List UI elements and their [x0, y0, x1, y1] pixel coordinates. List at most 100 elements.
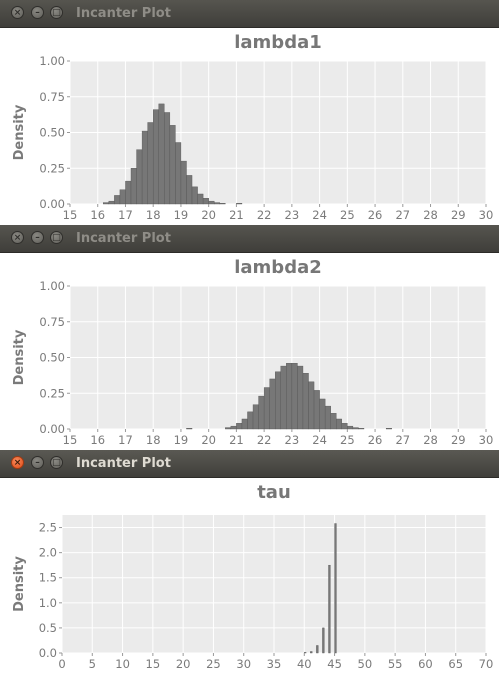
histogram-bar — [186, 428, 193, 430]
histogram-bar — [319, 398, 326, 430]
x-tick-label: 29 — [451, 208, 466, 222]
y-tick-label: 1.0 — [39, 596, 57, 610]
x-tick-label: 23 — [285, 433, 300, 447]
histogram-bar — [324, 405, 331, 430]
histogram-bar — [125, 180, 132, 205]
histogram-bar — [225, 427, 232, 430]
chart-title: lambda2 — [234, 257, 322, 278]
histogram-bar — [202, 198, 209, 205]
x-tick-label: 28 — [423, 433, 438, 447]
x-tick-label: 15 — [63, 433, 78, 447]
x-tick-label: 10 — [115, 657, 130, 671]
y-axis-label: Density — [12, 329, 27, 385]
histogram-bar — [280, 365, 287, 430]
histogram-bar — [191, 186, 198, 205]
histogram-bar — [180, 160, 187, 205]
y-tick-label: 2.0 — [39, 546, 57, 560]
maximize-button[interactable]: □ — [50, 6, 63, 19]
x-tick-label: 40 — [297, 657, 312, 671]
y-tick-label: 0.75 — [39, 315, 65, 329]
x-tick-label: 60 — [418, 657, 433, 671]
x-tick-label: 45 — [327, 657, 342, 671]
y-tick-label: 0.0 — [39, 646, 57, 660]
x-tick-label: 19 — [174, 433, 189, 447]
histogram-bar — [141, 130, 148, 205]
histogram-bar — [103, 202, 110, 205]
histogram-bar — [214, 202, 220, 205]
histogram-bar — [236, 423, 243, 430]
histogram-bar — [219, 203, 226, 205]
y-tick-label: 1.00 — [39, 54, 65, 68]
histogram-bar — [308, 381, 315, 430]
chart-panel: tau 0 5 10 15 20 25 30 35 40 45 50 55 60 65 70 0.0 0.5 1.0… — [0, 478, 499, 674]
histogram-bar — [385, 428, 392, 430]
x-tick-label: 24 — [312, 433, 327, 447]
close-button[interactable]: × — [11, 231, 24, 244]
histogram-bar — [136, 149, 143, 205]
x-tick-label: 18 — [146, 433, 161, 447]
histogram-bar — [291, 363, 298, 430]
histogram-bar — [341, 423, 348, 430]
chart-title: lambda1 — [234, 32, 322, 53]
histogram-bar — [358, 428, 365, 430]
y-tick-label: 2.5 — [39, 521, 57, 535]
histogram-lambda1: lambda1 15 16 17 18 19 20 21 22 23 24 25 26 27 28 29 30 0… — [12, 32, 493, 222]
window-titlebar[interactable]: × – □ Incanter Plot — [0, 0, 499, 28]
y-tick-label: 0.5 — [39, 621, 57, 635]
x-tick-label: 15 — [146, 657, 161, 671]
maximize-button[interactable]: □ — [50, 231, 63, 244]
close-button[interactable]: × — [11, 456, 24, 469]
chart-title: tau — [257, 482, 291, 503]
histogram-bar — [302, 373, 309, 430]
minimize-button[interactable]: – — [31, 6, 44, 19]
histogram-bar — [175, 142, 182, 205]
plot-window-3: × – □ Incanter Plot tau 0 5 10 15 20 25 30 35 40 4… — [0, 450, 499, 674]
histogram-bar — [275, 371, 281, 430]
minimize-button[interactable]: – — [31, 231, 44, 244]
x-tick-label: 16 — [90, 433, 105, 447]
y-axis-label: Density — [12, 104, 27, 160]
histogram-bar — [286, 363, 293, 430]
chart-panel: lambda2 15 16 17 18 19 20 21 22 23 24 25 26 27 28 29 30 0… — [0, 253, 499, 450]
x-tick-label: 20 — [201, 433, 216, 447]
x-tick-label: 28 — [423, 208, 438, 222]
x-tick-label: 24 — [312, 208, 327, 222]
x-tick-label: 70 — [479, 657, 494, 671]
x-tick-label: 18 — [146, 208, 161, 222]
histogram-bar — [186, 175, 193, 205]
x-tick-label: 25 — [340, 208, 355, 222]
histogram-bar — [247, 411, 254, 430]
x-tick-label: 30 — [479, 433, 494, 447]
histogram-bar — [241, 418, 248, 430]
y-tick-label: 0.25 — [39, 161, 65, 175]
x-tick-label: 35 — [267, 657, 282, 671]
maximize-button[interactable]: □ — [50, 456, 63, 469]
y-tick-label: 1.00 — [39, 279, 65, 293]
histogram-bar — [347, 425, 354, 430]
close-button[interactable]: × — [11, 6, 24, 19]
window-title: Incanter Plot — [76, 456, 171, 471]
x-tick-label: 16 — [90, 208, 105, 222]
x-tick-label: 29 — [451, 433, 466, 447]
histogram-tau: tau 0 5 10 15 20 25 30 35 40 45 50 55 60 65 70 0.0 0.5 1.0… — [12, 482, 494, 671]
y-tick-label: 0.25 — [39, 386, 65, 400]
histogram-bar — [147, 122, 154, 205]
histogram-bar — [252, 404, 259, 430]
x-tick-label: 0 — [58, 657, 65, 671]
histogram-bar — [310, 651, 313, 654]
histogram-bar — [114, 195, 121, 205]
x-tick-label: 26 — [368, 433, 383, 447]
window-titlebar[interactable]: × – □ Incanter Plot — [0, 225, 499, 253]
histogram-bar — [130, 168, 137, 205]
minimize-button[interactable]: – — [31, 456, 44, 469]
window-titlebar[interactable]: × – □ Incanter Plot — [0, 450, 499, 478]
chart-panel: lambda1 15 16 17 18 19 20 21 22 23 24 25 26 27 28 29 30 0… — [0, 28, 499, 225]
x-tick-label: 22 — [257, 433, 272, 447]
histogram-bar — [328, 564, 331, 654]
histogram-bar — [197, 193, 204, 205]
x-tick-label: 20 — [201, 208, 216, 222]
y-tick-label: 1.5 — [39, 571, 57, 585]
histogram-bar — [352, 427, 359, 430]
y-tick-label: 0.50 — [39, 126, 65, 140]
x-tick-label: 17 — [118, 208, 133, 222]
